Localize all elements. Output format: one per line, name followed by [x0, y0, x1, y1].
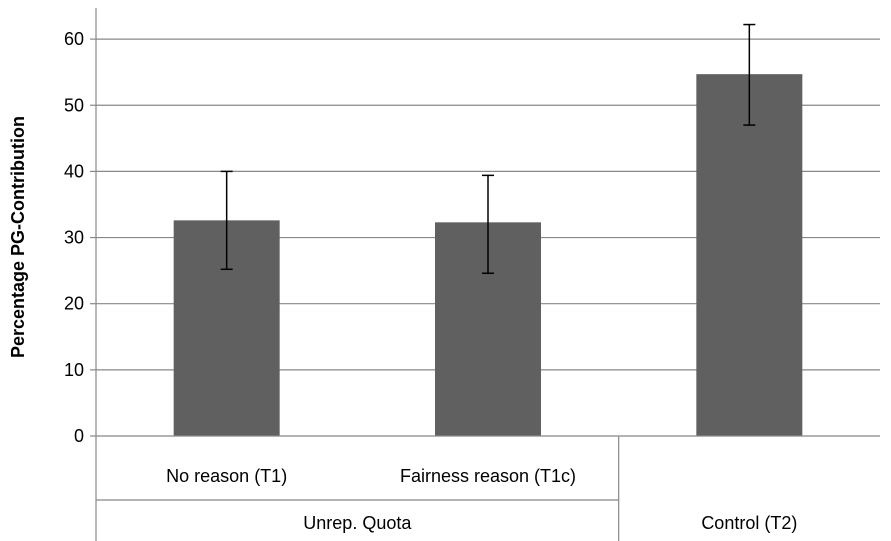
group-label-1: Unrep. Quota: [303, 513, 412, 533]
y-tick-label-0: 0: [74, 426, 84, 446]
y-tick-label-60: 60: [64, 29, 84, 49]
error-bar-2: [482, 174, 494, 275]
y-axis-title: Percentage PG-Contribution: [8, 116, 28, 358]
category-label-1: No reason (T1): [166, 466, 287, 486]
y-tick-label-10: 10: [64, 360, 84, 380]
error-bars: [220, 23, 756, 275]
category-labels: No reason (T1) Fairness reason (T1c): [166, 466, 576, 486]
y-tick-labels: 0 10 20 30 40 50 60: [64, 29, 84, 446]
y-tick-label-20: 20: [64, 294, 84, 314]
axes: [90, 8, 880, 541]
bar-3: [696, 74, 803, 437]
group-labels: Unrep. Quota Control (T2): [303, 513, 797, 533]
category-label-2: Fairness reason (T1c): [400, 466, 576, 486]
group-label-2: Control (T2): [701, 513, 797, 533]
y-tick-label-50: 50: [64, 95, 84, 115]
error-bar-1: [220, 170, 233, 271]
y-tick-label-40: 40: [64, 161, 84, 181]
error-bar-3: [743, 23, 756, 126]
y-tick-label-30: 30: [64, 228, 84, 248]
